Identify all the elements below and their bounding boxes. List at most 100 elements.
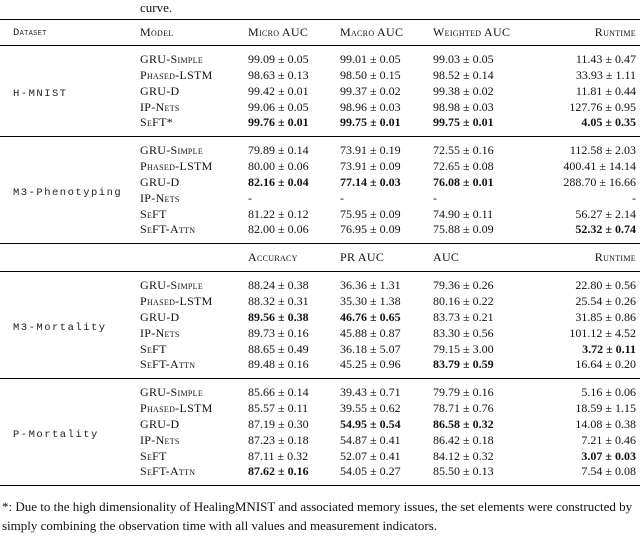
caption-fragment: curve. bbox=[140, 0, 173, 15]
metric-value: 89.73 ± 0.16 bbox=[248, 325, 309, 340]
metric-value: 35.30 ± 1.38 bbox=[340, 293, 401, 308]
runtime-value: - bbox=[632, 190, 636, 205]
metric-value: 54.87 ± 0.41 bbox=[340, 432, 401, 447]
runtime-value: 56.27 ± 2.14 bbox=[575, 206, 636, 221]
metric-value: 39.55 ± 0.62 bbox=[340, 400, 401, 415]
runtime-value: 22.80 ± 0.56 bbox=[575, 278, 636, 292]
table-row: GRU-D 89.56 ± 0.38 46.76 ± 0.65 83.73 ± 0.2… bbox=[0, 309, 640, 325]
empty-cell bbox=[0, 244, 140, 272]
metric-value: 99.09 ± 0.05 bbox=[248, 52, 309, 66]
metric-value: 98.63 ± 0.13 bbox=[248, 67, 309, 82]
metric-value: 98.52 ± 0.14 bbox=[433, 67, 494, 82]
dataset-label: M3-Mortality bbox=[13, 322, 107, 334]
metric-value: 87.62 ± 0.16 bbox=[248, 464, 309, 478]
table-header-row: Accuracy PR AUC AUC Runtime bbox=[0, 244, 640, 272]
metric-value: 74.90 ± 0.11 bbox=[433, 206, 494, 221]
metric-value: 82.00 ± 0.06 bbox=[248, 222, 309, 236]
metric-value: 79.89 ± 0.14 bbox=[248, 143, 309, 157]
runtime-value: 11.81 ± 0.44 bbox=[575, 83, 636, 98]
runtime-value: 4.05 ± 0.35 bbox=[581, 115, 636, 129]
section-p-mortality: P-Mortality GRU-Simple 85.66 ± 0.14 39.43 ±… bbox=[0, 379, 640, 486]
metric-value: 99.76 ± 0.01 bbox=[248, 115, 309, 129]
table-header: Dataset Model Micro AUC Macro AUC Weighted A… bbox=[0, 20, 640, 46]
metric-value: 76.08 ± 0.01 bbox=[433, 174, 494, 189]
metric-value: - bbox=[433, 190, 437, 205]
model-name: Phased-LSTM bbox=[140, 400, 213, 415]
model-name: Phased-LSTM bbox=[140, 67, 213, 82]
table-row: M3-Mortality GRU-Simple 88.24 ± 0.38 36.36 … bbox=[0, 272, 640, 334]
table-row: IP-Nets 87.23 ± 0.18 54.87 ± 0.41 86.42 ± 0… bbox=[0, 432, 640, 448]
footnote: *: Due to the high dimensionality of Hea… bbox=[2, 499, 633, 533]
metric-value: 98.50 ± 0.15 bbox=[340, 67, 401, 82]
metric-value: 80.00 ± 0.06 bbox=[248, 158, 309, 173]
table-header-row: Dataset Model Micro AUC Macro AUC Weighted A… bbox=[0, 20, 640, 46]
metric-value: 86.42 ± 0.18 bbox=[433, 432, 494, 447]
metric-value: 52.07 ± 0.41 bbox=[340, 448, 401, 463]
metric-value: 72.65 ± 0.08 bbox=[433, 158, 494, 173]
model-name: IP-Nets bbox=[140, 325, 180, 340]
model-name: IP-Nets bbox=[140, 99, 180, 114]
table-row: GRU-D 99.42 ± 0.01 99.37 ± 0.02 99.38 ± 0.0… bbox=[0, 83, 640, 99]
table-row: SeFT-Attn 87.62 ± 0.16 54.05 ± 0.27 85.50 ±… bbox=[0, 464, 640, 486]
metric-value: 77.14 ± 0.03 bbox=[340, 174, 401, 189]
dataset-label: P-Mortality bbox=[13, 429, 99, 441]
table-row: SeFT 81.22 ± 0.12 75.95 ± 0.09 74.90 ± 0.11… bbox=[0, 206, 640, 222]
runtime-value: 101.12 ± 4.52 bbox=[569, 325, 636, 340]
metric-value: 75.88 ± 0.09 bbox=[433, 222, 494, 236]
table-row: SeFT* 99.76 ± 0.01 99.75 ± 0.01 99.75 ± 0.0… bbox=[0, 115, 640, 137]
section-m3-mortality: M3-Mortality GRU-Simple 88.24 ± 0.38 36.36 … bbox=[0, 272, 640, 379]
metric-value: 99.42 ± 0.01 bbox=[248, 83, 309, 98]
metric-value: 99.06 ± 0.05 bbox=[248, 99, 309, 114]
metric-value: 87.19 ± 0.30 bbox=[248, 416, 309, 431]
column-header-macro-auc: Macro AUC bbox=[340, 25, 404, 39]
runtime-value: 288.70 ± 16.66 bbox=[563, 174, 636, 189]
metric-value: 82.16 ± 0.04 bbox=[248, 174, 309, 189]
model-name: SeFT* bbox=[140, 115, 174, 129]
metric-value: - bbox=[248, 190, 252, 205]
runtime-value: 18.59 ± 1.15 bbox=[575, 400, 636, 415]
metric-value: 45.25 ± 0.96 bbox=[340, 357, 401, 371]
runtime-value: 52.32 ± 0.74 bbox=[575, 222, 636, 236]
column-header-runtime: Runtime bbox=[594, 250, 636, 264]
table-row: SeFT 87.11 ± 0.32 52.07 ± 0.41 84.12 ± 0.32… bbox=[0, 448, 640, 464]
runtime-value: 14.08 ± 0.38 bbox=[575, 416, 636, 431]
metric-value: 98.96 ± 0.03 bbox=[340, 99, 401, 114]
table-row: GRU-D 87.19 ± 0.30 54.95 ± 0.54 86.58 ± 0.3… bbox=[0, 416, 640, 432]
model-name: SeFT bbox=[140, 448, 167, 463]
table-row: H-MNIST GRU-Simple 99.09 ± 0.05 99.01 ± 0.0… bbox=[0, 46, 640, 100]
metric-value: 75.95 ± 0.09 bbox=[340, 206, 401, 221]
column-header-pr-auc: PR AUC bbox=[340, 250, 385, 264]
metric-value: 36.18 ± 5.07 bbox=[340, 341, 401, 356]
metric-value: 79.15 ± 3.00 bbox=[433, 341, 494, 356]
runtime-value: 400.41 ± 14.14 bbox=[563, 158, 636, 173]
column-header-auc: AUC bbox=[433, 250, 460, 264]
table-row: SeFT-Attn 89.48 ± 0.16 45.25 ± 0.96 83.79 ±… bbox=[0, 357, 640, 379]
metric-value: 85.50 ± 0.13 bbox=[433, 464, 494, 478]
model-name: GRU-Simple bbox=[140, 52, 204, 66]
table-row: Phased-LSTM 85.57 ± 0.11 39.55 ± 0.62 78.71… bbox=[0, 400, 640, 416]
model-name: GRU-D bbox=[140, 416, 180, 431]
column-header-accuracy: Accuracy bbox=[248, 250, 298, 264]
runtime-value: 3.72 ± 0.11 bbox=[582, 341, 636, 356]
runtime-value: 25.54 ± 0.26 bbox=[575, 293, 636, 308]
table-row: SeFT 88.65 ± 0.49 36.18 ± 5.07 79.15 ± 3.00… bbox=[0, 341, 640, 357]
metric-value: - bbox=[340, 190, 344, 205]
metric-value: 99.75 ± 0.01 bbox=[433, 115, 494, 129]
column-header-micro-auc: Micro AUC bbox=[248, 25, 309, 39]
runtime-value: 3.07 ± 0.03 bbox=[581, 448, 636, 463]
table-row: IP-Nets - - - - bbox=[0, 190, 640, 206]
metric-value: 36.36 ± 1.31 bbox=[340, 278, 401, 292]
metric-value: 83.73 ± 0.21 bbox=[433, 309, 494, 324]
model-name: SeFT-Attn bbox=[140, 222, 196, 236]
table-row: Phased-LSTM 88.32 ± 0.31 35.30 ± 1.38 80.16… bbox=[0, 293, 640, 309]
metric-value: 98.98 ± 0.03 bbox=[433, 99, 494, 114]
metric-value: 46.76 ± 0.65 bbox=[340, 309, 401, 324]
runtime-value: 11.43 ± 0.47 bbox=[575, 52, 636, 66]
metric-value: 73.91 ± 0.19 bbox=[340, 143, 401, 157]
metric-value: 78.71 ± 0.76 bbox=[433, 400, 494, 415]
model-name: GRU-Simple bbox=[140, 385, 204, 399]
metric-value: 88.32 ± 0.31 bbox=[248, 293, 309, 308]
runtime-value: 16.64 ± 0.20 bbox=[575, 357, 636, 371]
table-row: GRU-D 82.16 ± 0.04 77.14 ± 0.03 76.08 ± 0.0… bbox=[0, 174, 640, 190]
section-m3-phenotyping: M3-Phenotyping GRU-Simple 79.89 ± 0.14 73.9… bbox=[0, 137, 640, 244]
